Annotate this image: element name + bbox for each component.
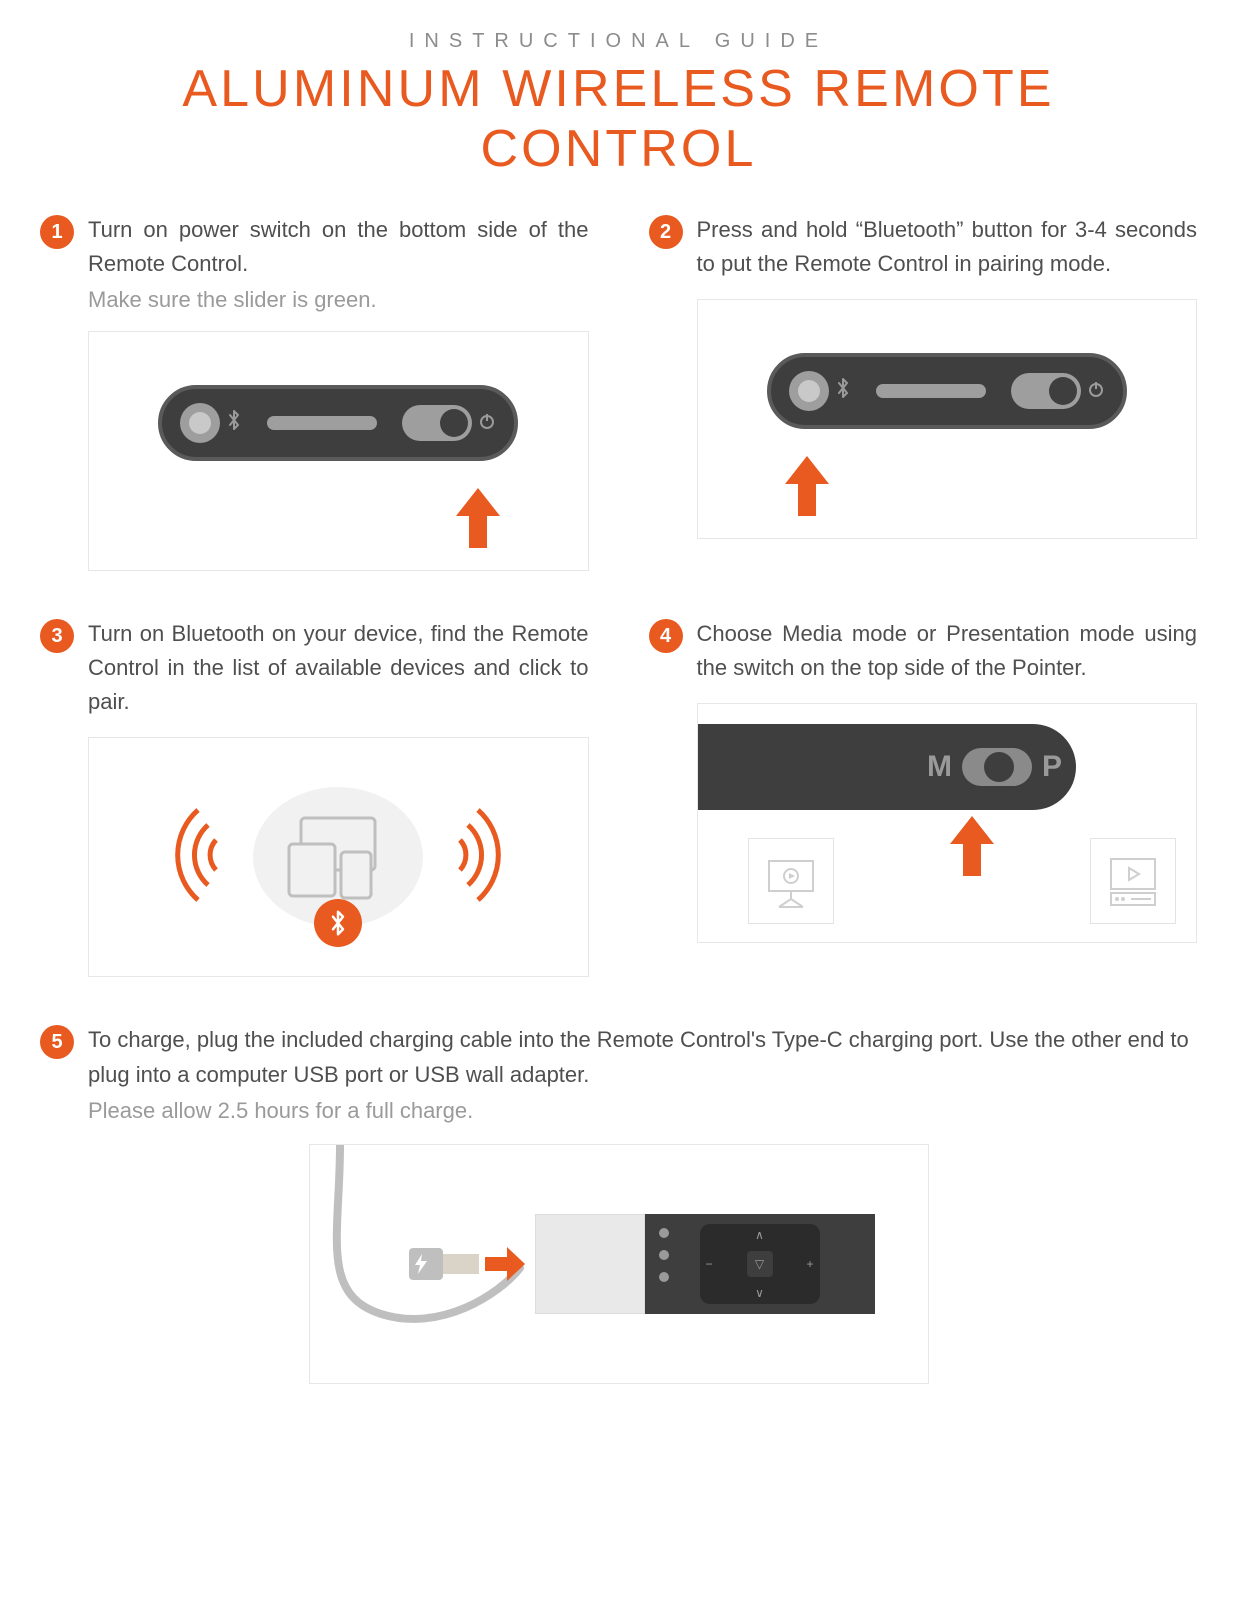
step-2-illustration [697,299,1198,539]
step-3-text: Turn on Bluetooth on your device, find t… [88,617,589,719]
bluetooth-icon [226,409,242,437]
remote-underside [767,353,1127,429]
center-button-icon: ▽ [747,1251,773,1277]
plus-icon: + [806,1257,813,1271]
page-title: ALUMINUM WIRELESS REMOTE CONTROL [40,59,1197,179]
step-3-badge: 3 [40,619,74,653]
eyebrow: INSTRUCTIONAL GUIDE [40,30,1197,53]
step-5-text: To charge, plug the included charging ca… [88,1023,1197,1091]
power-switch [1011,373,1081,409]
step-5: 5 To charge, plug the included charging … [40,1023,1197,1383]
power-icon [478,412,496,435]
step-5-note: Please allow 2.5 hours for a full charge… [88,1098,1197,1124]
chevron-down-icon: ∨ [755,1286,764,1300]
devices-icon [253,787,423,927]
step-4-illustration: M P [697,703,1198,943]
arrow-up-icon [785,456,829,516]
step-1-text: Turn on power switch on the bottom side … [88,213,589,281]
steps-grid: 1 Turn on power switch on the bottom sid… [40,213,1197,1384]
charge-port-icon [267,416,377,430]
step-1-note: Make sure the slider is green. [88,287,589,313]
charge-port-icon [876,384,986,398]
step-5-illustration: ∧ ∨ − + ▽ [309,1144,929,1384]
usb-plug-icon [443,1254,479,1274]
minus-icon: − [706,1257,713,1271]
step-2-text: Press and hold “Bluetooth” button for 3-… [697,213,1198,281]
bluetooth-button [180,403,220,443]
signal-wave-icon [148,800,218,915]
step-2-badge: 2 [649,215,683,249]
step-2: 2 Press and hold “Bluetooth” button for … [649,213,1198,571]
remote-underside [158,385,518,461]
mode-bar: M P [698,724,1077,810]
mode-p-label: P [1042,750,1062,784]
presentation-mode-icon [748,838,834,924]
mode-m-label: M [927,750,952,784]
remote-top-icon: ∧ ∨ − + ▽ [535,1214,875,1314]
power-icon [1087,380,1105,403]
step-1: 1 Turn on power switch on the bottom sid… [40,213,589,571]
media-mode-icon [1090,838,1176,924]
step-5-badge: 5 [40,1025,74,1059]
step-1-badge: 1 [40,215,74,249]
step-4-text: Choose Media mode or Presentation mode u… [697,617,1198,685]
power-switch [402,405,472,441]
arrow-right-icon [485,1247,525,1281]
step-3-illustration [88,737,589,977]
bluetooth-button [789,371,829,411]
step-1-illustration [88,331,589,571]
arrow-up-icon [456,488,500,548]
signal-wave-icon [458,800,528,915]
step-3: 3 Turn on Bluetooth on your device, find… [40,617,589,977]
bluetooth-icon [835,377,851,405]
step-4: 4 Choose Media mode or Presentation mode… [649,617,1198,977]
arrow-up-icon [950,816,994,876]
lightning-icon [413,1254,429,1279]
step-4-badge: 4 [649,619,683,653]
bluetooth-badge-icon [314,899,362,947]
chevron-up-icon: ∧ [755,1228,764,1242]
mode-switch [962,748,1032,786]
